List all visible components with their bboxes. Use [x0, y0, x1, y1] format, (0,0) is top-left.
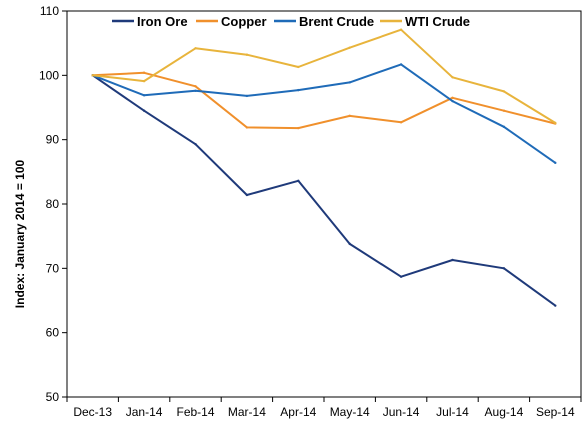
series-line-brent-crude [92, 63, 556, 164]
data-point-wti-crude [245, 53, 249, 56]
series-line-copper [92, 71, 556, 130]
data-point-wti-crude [399, 28, 403, 31]
data-point-brent-crude [348, 81, 351, 84]
plot-area-frame [66, 10, 582, 398]
data-point-copper [348, 114, 351, 118]
data-point-copper [245, 126, 249, 129]
legend-label-wti-crude: WTI Crude [405, 14, 470, 29]
data-point-iron-ore [451, 258, 454, 262]
legend-label-copper: Copper [221, 14, 267, 29]
x-tick-label: Apr-14 [280, 405, 316, 419]
data-point-iron-ore [348, 242, 351, 246]
data-point-wti-crude [554, 121, 557, 125]
y-tick-label: 60 [46, 326, 60, 340]
x-tick-label: Jan-14 [126, 405, 163, 419]
data-point-iron-ore [142, 109, 146, 112]
y-axis-label-group: Index: January 2014 = 100 [13, 159, 27, 308]
y-tick-label: 80 [46, 197, 60, 211]
data-point-iron-ore [194, 142, 197, 146]
x-tick-label: Mar-14 [228, 405, 266, 419]
data-point-brent-crude [245, 94, 249, 98]
x-tick-label: Jun-14 [383, 405, 420, 419]
x-tick-label: Sep-14 [536, 405, 575, 419]
data-point-wti-crude [297, 65, 300, 69]
data-point-copper [142, 71, 146, 74]
data-point-copper [502, 109, 506, 112]
data-point-copper [297, 126, 300, 130]
x-tick-label: Jul-14 [436, 405, 469, 419]
x-tick-label: Feb-14 [176, 405, 214, 419]
data-point-brent-crude [502, 125, 506, 128]
data-point-iron-ore [554, 304, 557, 307]
y-axis-label: Index: January 2014 = 100 [13, 159, 27, 308]
x-tick-label: May-14 [330, 405, 370, 419]
data-point-wti-crude [348, 46, 351, 49]
legend-label-brent-crude: Brent Crude [299, 14, 374, 29]
data-point-brent-crude [554, 161, 557, 165]
data-point-copper [451, 96, 454, 100]
data-point-brent-crude [194, 89, 197, 92]
y-tick-label: 70 [46, 261, 60, 275]
y-tick-label: 90 [46, 133, 60, 147]
data-point-brent-crude [451, 99, 454, 103]
data-point-copper [194, 85, 197, 88]
data-point-iron-ore [502, 267, 506, 270]
data-point-brent-crude [399, 63, 403, 66]
y-tick-label: 100 [39, 68, 59, 82]
series-line-wti-crude [92, 28, 556, 124]
data-point-wti-crude [91, 74, 94, 77]
series-line-iron-ore [92, 74, 556, 307]
x-tick-label: Aug-14 [485, 405, 524, 419]
data-point-copper [399, 121, 403, 124]
data-point-wti-crude [142, 79, 146, 83]
data-point-iron-ore [399, 275, 403, 278]
legend-label-iron-ore: Iron Ore [137, 14, 188, 29]
data-point-wti-crude [451, 76, 454, 79]
data-point-wti-crude [502, 90, 506, 93]
legend: Iron Ore Copper Brent Crude WTI Crude [112, 14, 470, 29]
y-tick-label: 50 [46, 390, 60, 404]
data-point-brent-crude [297, 88, 300, 92]
data-point-iron-ore [245, 193, 249, 197]
data-point-brent-crude [142, 94, 146, 97]
axes: 50 60 70 80 90 100 110 Dec-13 Jan-14 Feb-14 Mar-14… [39, 4, 582, 419]
data-point-iron-ore [297, 179, 300, 183]
y-tick-label: 110 [40, 4, 59, 18]
x-tick-label: Dec-13 [73, 405, 112, 419]
data-point-wti-crude [194, 47, 197, 50]
series-lines [91, 28, 557, 307]
